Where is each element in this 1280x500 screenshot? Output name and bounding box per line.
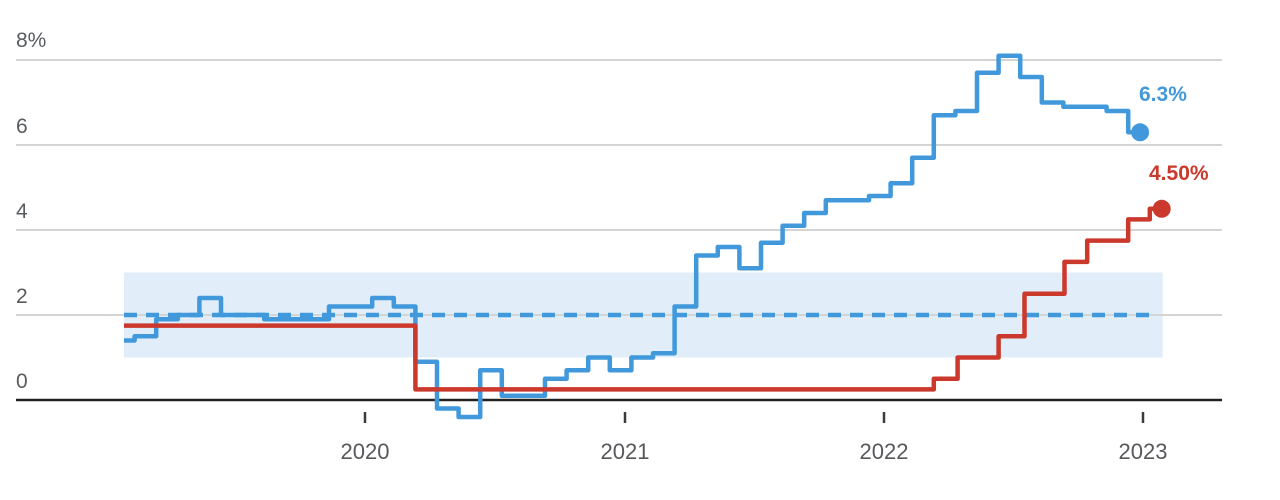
y-axis-tick-label: 8% — [16, 29, 47, 52]
x-axis-tick-label: 2022 — [859, 439, 909, 464]
inflation-line — [124, 53, 1141, 420]
y-axis-tick-label: 6 — [16, 115, 28, 138]
policy-rate-end-label: 4.50% — [1149, 162, 1209, 185]
y-axis-tick-label: 4 — [16, 200, 28, 223]
x-axis-tick-label: 2021 — [600, 439, 650, 464]
y-axis-tick-label: 2 — [16, 285, 28, 308]
x-axis-tick-label: 2020 — [340, 439, 390, 464]
y-axis-tick-label: 0 — [16, 370, 28, 393]
policy-rate-end-dot — [1152, 199, 1171, 218]
inflation-end-label: 6.3% — [1139, 83, 1187, 106]
policy-rate-line — [124, 206, 1162, 392]
x-axis-tick-label: 2023 — [1118, 439, 1168, 464]
inflation-end-dot — [1131, 123, 1150, 142]
